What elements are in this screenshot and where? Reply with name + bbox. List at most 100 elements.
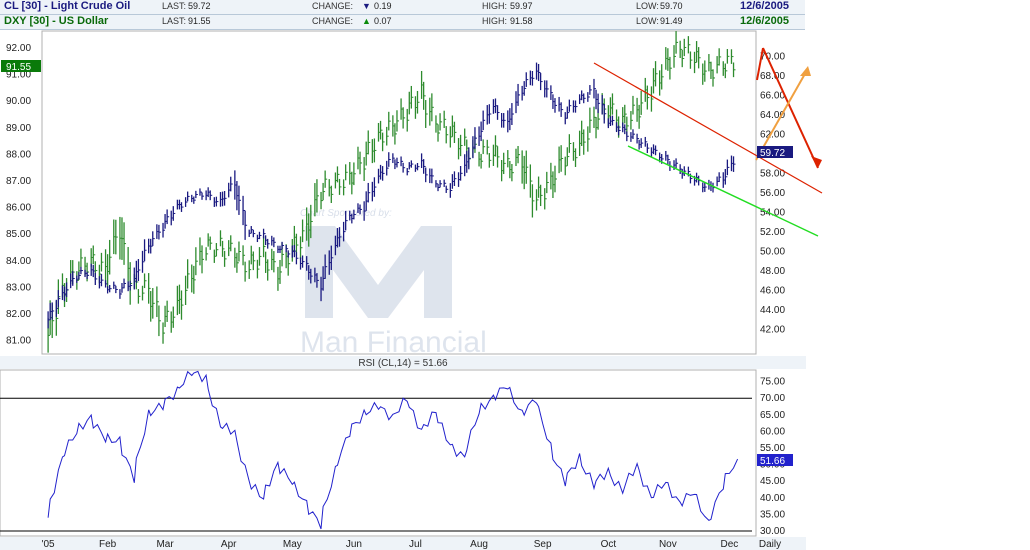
right-tick-label: 42.00 xyxy=(760,325,785,336)
left-tick-label: 87.00 xyxy=(6,176,31,187)
left-tick-label: 85.00 xyxy=(6,229,31,240)
rsi-tick-label: 55.00 xyxy=(760,443,785,454)
right-tick-label: 64.00 xyxy=(760,110,785,121)
left-tick-label: 92.00 xyxy=(6,43,31,54)
rsi-tick-label: 35.00 xyxy=(760,509,785,520)
price-panel xyxy=(41,30,757,355)
dxy-last-marker-text: 91.55 xyxy=(6,62,31,73)
dxy-low-label: LOW: xyxy=(636,16,659,26)
right-tick-label: 46.00 xyxy=(760,286,785,297)
orange-arrow-up-icon xyxy=(755,71,807,161)
right-tick-label: 66.00 xyxy=(760,90,785,101)
right-tick-label: 62.00 xyxy=(760,129,785,140)
right-tick-label: 70.00 xyxy=(760,51,785,62)
chart-canvas: Chart Sponsored by: Man Financial 81.008… xyxy=(0,30,823,550)
rsi-tick-label: 65.00 xyxy=(760,410,785,421)
right-tick-label: 48.00 xyxy=(760,266,785,277)
cl-symbol: CL [30] - Light Crude Oil xyxy=(4,0,131,12)
trend-annotations xyxy=(593,47,823,237)
cl-last-marker: 59.72 xyxy=(757,146,793,159)
rsi-tick-label: 75.00 xyxy=(760,377,785,388)
left-tick-label: 91.00 xyxy=(6,70,31,81)
date-tick-label: Sep xyxy=(534,539,552,550)
rsi-series xyxy=(47,370,739,530)
rsi-tick-label: 70.00 xyxy=(760,393,785,404)
date-tick-label: Jul xyxy=(409,539,422,550)
rsi-axes: 30.0035.0040.0045.0050.0055.0060.0065.00… xyxy=(0,377,785,537)
cl-series xyxy=(47,62,736,329)
cl-change-label: CHANGE: xyxy=(312,1,354,11)
cl-header-row: CL [30] - Light Crude Oil LAST: 59.72 CH… xyxy=(0,0,805,15)
rsi-title-bar xyxy=(0,356,806,369)
red-arrow-shaft xyxy=(762,47,819,169)
price-series xyxy=(47,31,736,353)
rsi-panel xyxy=(0,369,757,537)
red-arrow-down-icon xyxy=(756,47,764,81)
up-arrow-icon: ▲ xyxy=(362,16,371,26)
rsi-tick-label: 60.00 xyxy=(760,426,785,437)
date-tick-label: Daily xyxy=(759,539,781,550)
orange-arrow-head-icon xyxy=(800,66,811,76)
left-tick-label: 88.00 xyxy=(6,149,31,160)
right-tick-label: 68.00 xyxy=(760,71,785,82)
cl-high-value: 59.97 xyxy=(510,1,533,11)
cl-low-value: 59.70 xyxy=(660,1,683,11)
man-financial-logo-icon xyxy=(305,226,452,318)
cl-date: 12/6/2005 xyxy=(740,0,789,12)
left-tick-label: 81.00 xyxy=(6,336,31,347)
rsi-last-marker-text: 51.66 xyxy=(760,456,785,467)
right-tick-label: 44.00 xyxy=(760,305,785,316)
dxy-last-value: 91.55 xyxy=(188,16,211,26)
date-axis: '05 Feb Mar Apr May Jun Jul Aug Sep Oct Nov Dec Dail… xyxy=(42,539,782,550)
date-tick-label: Oct xyxy=(601,539,617,550)
rsi-title: RSI (CL,14) = 51.66 xyxy=(358,358,448,369)
dxy-last-marker: 91.55 xyxy=(1,60,41,73)
date-tick-label: Nov xyxy=(659,539,677,550)
rsi-tick-label: 45.00 xyxy=(760,476,785,487)
date-tick-label: Feb xyxy=(99,539,117,550)
dxy-low-value: 91.49 xyxy=(660,16,683,26)
date-tick-label: Mar xyxy=(156,539,174,550)
rsi-tick-label: 40.00 xyxy=(760,493,785,504)
date-tick-label: May xyxy=(283,539,302,550)
rsi-line xyxy=(47,370,739,530)
right-tick-label: 56.00 xyxy=(760,188,785,199)
rsi-tick-label: 30.00 xyxy=(760,526,785,537)
dxy-header-row: DXY [30] - US Dollar LAST: 91.55 CHANGE:… xyxy=(0,15,805,30)
date-tick-label: Apr xyxy=(221,539,237,550)
dxy-symbol: DXY [30] - US Dollar xyxy=(4,15,109,27)
left-tick-label: 83.00 xyxy=(6,282,31,293)
cl-last-label: LAST: xyxy=(162,1,187,11)
date-axis-bar xyxy=(0,537,806,550)
left-tick-label: 84.00 xyxy=(6,256,31,267)
right-tick-label: 58.00 xyxy=(760,168,785,179)
rsi-last-marker: 51.66 xyxy=(757,454,793,467)
cl-last-marker-text: 59.72 xyxy=(760,148,785,159)
right-tick-label: 54.00 xyxy=(760,208,785,219)
dxy-high-label: HIGH: xyxy=(482,16,508,26)
green-trendline xyxy=(627,145,819,237)
left-tick-label: 90.00 xyxy=(6,96,31,107)
date-tick-label: Jun xyxy=(346,539,362,550)
date-tick-label: Aug xyxy=(470,539,488,550)
right-tick-label: 50.00 xyxy=(760,247,785,258)
cl-high-label: HIGH: xyxy=(482,1,508,11)
left-tick-label: 82.00 xyxy=(6,309,31,320)
down-arrow-icon: ▼ xyxy=(362,1,371,11)
red-arrow-head-icon xyxy=(811,156,822,168)
red-trendline xyxy=(593,62,823,194)
watermark-brand-text: Man Financial xyxy=(300,326,487,359)
dxy-last-label: LAST: xyxy=(162,16,187,26)
left-tick-label: 86.00 xyxy=(6,203,31,214)
date-tick-label: Dec xyxy=(721,539,739,550)
cl-low-label: LOW: xyxy=(636,1,659,11)
dxy-date: 12/6/2005 xyxy=(740,15,789,27)
dxy-change-label: CHANGE: xyxy=(312,16,354,26)
cl-last-value: 59.72 xyxy=(188,1,211,11)
dxy-change-value: 0.07 xyxy=(374,16,392,26)
date-tick-label: '05 xyxy=(42,539,55,550)
cl-change-value: 0.19 xyxy=(374,1,392,11)
left-tick-label: 89.00 xyxy=(6,123,31,134)
right-tick-label: 52.00 xyxy=(760,227,785,238)
dxy-high-value: 91.58 xyxy=(510,16,533,26)
